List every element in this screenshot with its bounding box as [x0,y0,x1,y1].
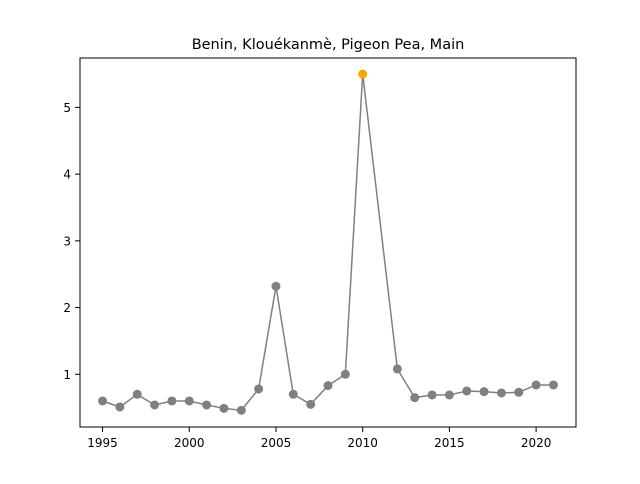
y-tick-label: 4 [63,168,71,182]
data-point [167,396,177,406]
highlight-point [358,69,368,79]
data-point [444,390,454,400]
data-point [427,390,437,400]
data-point [115,402,125,412]
data-point [202,400,212,410]
data-point [548,380,558,390]
data-point [219,403,229,413]
data-point [271,281,281,291]
data-point [323,381,333,391]
data-point [410,393,420,403]
data-point [288,389,298,399]
y-tick-label: 5 [63,101,71,115]
data-point [340,369,350,379]
data-point [392,364,402,374]
y-tick-label: 2 [63,301,71,315]
data-point [150,400,160,410]
x-tick-label: 2015 [434,436,465,450]
y-tick-label: 1 [63,368,71,382]
x-tick-label: 2000 [174,436,205,450]
data-point [254,384,264,394]
x-tick-label: 2005 [261,436,292,450]
x-tick-label: 2020 [521,436,552,450]
x-tick-label: 1995 [87,436,118,450]
data-point [462,386,472,396]
data-point [98,396,108,406]
x-tick-label: 2010 [347,436,378,450]
data-point [514,387,524,397]
data-point [496,388,506,398]
series-line [102,73,554,412]
axes-frame [79,57,577,428]
chart-title: Benin, Klouékanmè, Pigeon Pea, Main [192,37,465,53]
data-point [479,387,489,397]
data-point [132,389,142,399]
data-point [531,380,541,390]
y-tick-label: 3 [63,234,71,248]
data-point [236,405,246,415]
data-point [184,396,194,406]
data-point [306,399,316,409]
plot-area [98,69,558,415]
x-axis: 1995 2000 2005 2010 2015 2020 [87,427,551,450]
y-axis: 1 2 3 4 5 [63,101,80,382]
